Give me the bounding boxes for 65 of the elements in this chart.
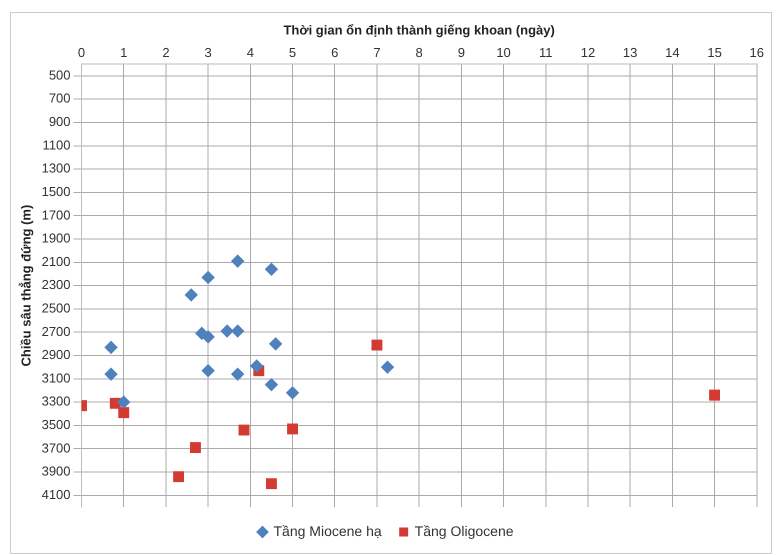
x-tick-label: 11	[539, 44, 553, 60]
point	[202, 330, 215, 344]
point	[286, 386, 300, 400]
x-tick-label: 10	[496, 44, 511, 60]
point	[380, 360, 394, 374]
x-tick-label: 2	[162, 44, 170, 60]
y-tick-label: 3500	[42, 417, 71, 432]
x-tick-label: 1	[120, 44, 128, 60]
x-tick-label: 4	[246, 44, 254, 60]
point	[220, 324, 234, 338]
point	[231, 368, 244, 381]
point	[104, 368, 118, 381]
y-tick-label: 2700	[42, 324, 71, 339]
point	[250, 360, 264, 373]
point	[269, 337, 282, 350]
point	[173, 471, 184, 482]
legend-label: Tầng Oligocene	[414, 522, 514, 539]
x-axis-title: Thời gian ổn định thành giếng khoan (ngày)	[283, 22, 555, 38]
point	[264, 378, 278, 392]
point	[231, 324, 244, 338]
legend-label: Tầng Miocene hạ	[273, 522, 382, 539]
y-tick-label: 3300	[42, 394, 71, 409]
point	[202, 364, 215, 378]
y-tick-label: 3700	[42, 440, 71, 456]
x-tick-label: 9	[458, 44, 465, 60]
point	[264, 262, 278, 276]
point	[117, 396, 130, 409]
y-tick-label: 2900	[42, 347, 71, 362]
y-tick-label: 1900	[42, 230, 71, 246]
y-tick-label: 900	[48, 114, 71, 130]
point	[266, 478, 277, 490]
y-axis-title: Chiều sâu thẳng đứng (m)	[18, 204, 34, 366]
y-tick-label: 2100	[42, 254, 71, 269]
y-tick-label: 3900	[42, 464, 71, 479]
x-tick-label: 13	[622, 44, 638, 60]
y-tick-label: 1500	[42, 184, 71, 199]
x-tick-label: 15	[707, 44, 722, 60]
x-tick-label: 3	[204, 44, 212, 60]
x-tick-label: 12	[580, 44, 596, 60]
y-tick-label: 500	[48, 67, 71, 82]
y-tick-label: 2500	[42, 300, 71, 316]
x-tick-label: 8	[416, 44, 423, 60]
point	[287, 423, 298, 434]
y-tick-label: 2300	[42, 277, 71, 292]
x-tick-label: 7	[373, 44, 381, 60]
point	[190, 442, 201, 454]
point	[709, 390, 720, 401]
point	[238, 424, 250, 436]
x-tick-label: 14	[665, 44, 680, 60]
y-tick-label: 1300	[42, 160, 71, 176]
y-tick-label: 4100	[42, 486, 71, 502]
point	[118, 407, 130, 418]
x-tick-label: 16	[750, 44, 764, 60]
point	[371, 340, 382, 350]
x-tick-label: 6	[331, 44, 338, 60]
point	[104, 340, 118, 354]
point	[231, 254, 244, 268]
x-tick-label: 0	[78, 44, 86, 60]
point	[202, 270, 215, 284]
point	[184, 288, 198, 302]
y-tick-label: 3100	[42, 370, 71, 386]
x-tick-label: 5	[288, 44, 296, 60]
y-tick-label: 1700	[42, 207, 71, 222]
y-tick-label: 1100	[42, 137, 71, 152]
y-tick-label: 700	[48, 90, 71, 106]
